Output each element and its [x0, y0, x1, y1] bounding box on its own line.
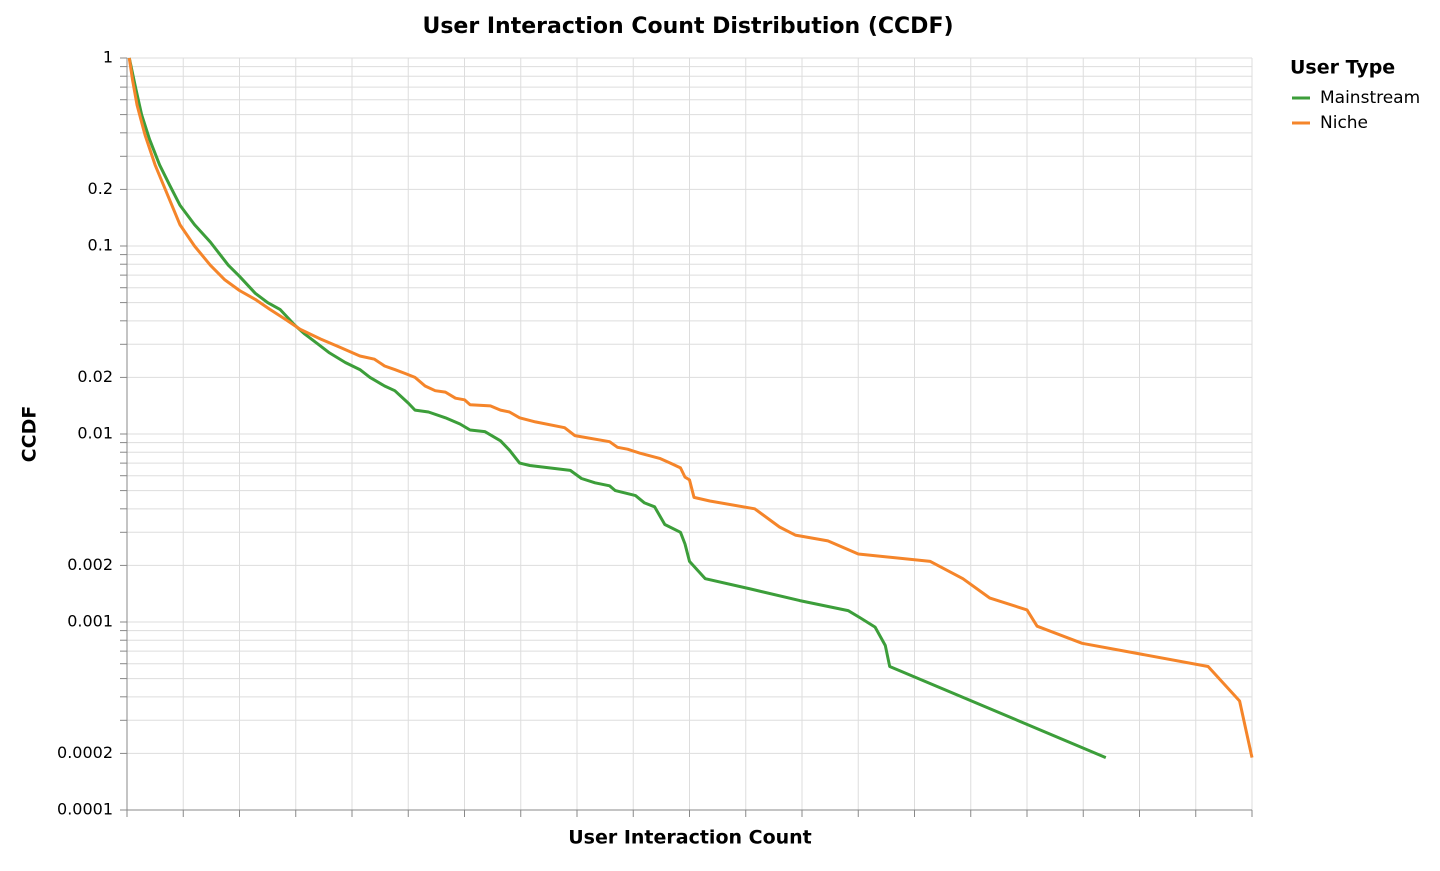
- legend-label: Mainstream: [1320, 88, 1420, 108]
- y-tick-label: 0.2: [88, 179, 113, 198]
- y-tick-label: 0.1: [88, 236, 113, 255]
- y-axis-title: CCDF: [19, 406, 41, 463]
- y-tick-label: 0.0001: [57, 800, 113, 819]
- y-tick-label: 1: [103, 48, 113, 67]
- series-line: [127, 57, 1254, 758]
- x-axis-title: User Interaction Count: [568, 827, 812, 849]
- y-tick-label: 0.002: [67, 555, 113, 574]
- y-tick-label: 0.02: [77, 367, 113, 386]
- chart-title: User Interaction Count Distribution (CCD…: [422, 14, 953, 39]
- y-tick-label: 0.0002: [57, 743, 113, 762]
- plot: [127, 57, 1254, 759]
- legend: User Type Mainstream Niche: [1290, 57, 1420, 134]
- y-tick-label: 0.001: [67, 612, 113, 631]
- y-tick-label: 0.01: [77, 424, 113, 443]
- legend-label: Niche: [1320, 113, 1368, 133]
- grid: 0.0001 0.0002 0.001 0.002 0.01 0.02 0.1 0.2 1: [57, 48, 1253, 819]
- series-line: [127, 57, 1107, 759]
- legend-title: User Type: [1290, 57, 1395, 79]
